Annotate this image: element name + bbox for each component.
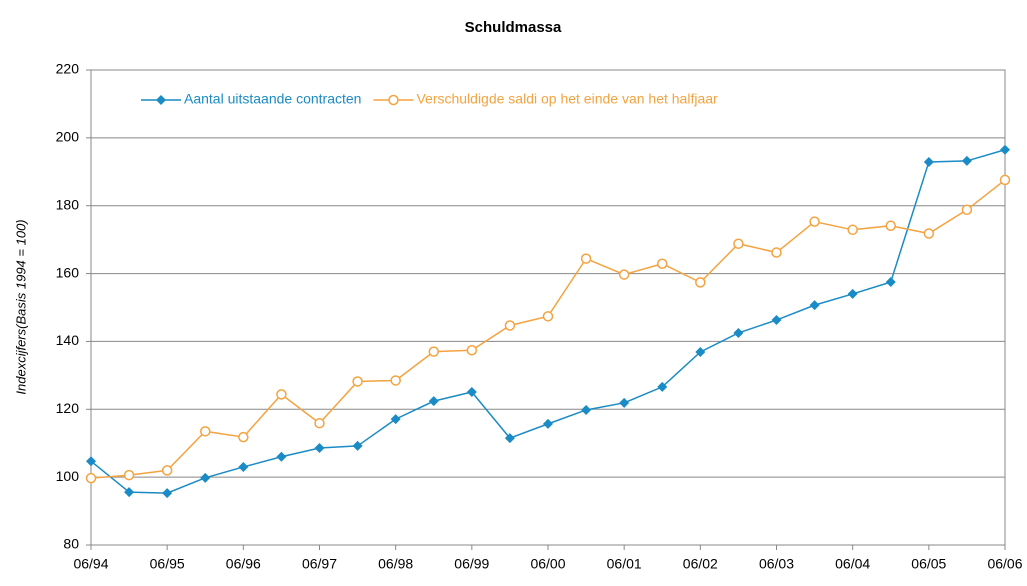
data-point [885,277,896,288]
y-tick-label: 180 [56,196,80,212]
data-point [428,396,439,407]
data-point [961,204,973,216]
series-line [90,179,1006,479]
x-tick-label: 06/01 [607,556,642,572]
data-point [885,220,896,231]
data-point [390,414,401,425]
data-point [390,375,401,386]
data-point [923,228,935,239]
data-point [695,346,706,357]
legend-label: Verschuldigde saldi op het einde van het… [416,91,718,107]
legend-item: Aantal uitstaande contracten [141,91,361,107]
data-point [657,258,668,269]
data-point [238,461,249,472]
data-point [466,386,477,397]
data-point [85,472,97,484]
data-point [809,300,820,311]
y-tick-label: 120 [56,400,80,416]
x-tick-label: 06/99 [454,556,489,572]
x-tick-label: 06/02 [683,556,718,572]
x-tick-label: 06/95 [150,556,185,572]
y-axis-label: Indexcijfers(Basis 1994 = 100) [13,219,28,394]
data-point [86,456,96,467]
data-point [200,426,211,437]
data-point [923,156,934,167]
legend-label: Aantal uitstaande contracten [184,91,361,107]
data-point [999,174,1011,186]
x-tick-label: 06/94 [73,556,108,572]
data-point [619,397,630,408]
x-tick-label: 06/06 [987,556,1022,572]
y-tick-label: 140 [56,332,80,348]
data-point [162,488,173,499]
data-point [123,469,135,481]
data-point [352,376,363,387]
data-point [352,440,363,451]
data-point [1000,144,1010,155]
data-point [771,247,782,258]
data-point [733,238,744,249]
series [85,174,1011,484]
x-tick-label: 06/00 [530,556,565,572]
data-point [466,345,478,356]
data-point [542,311,554,322]
data-point [428,346,439,357]
legend-marker [156,95,166,105]
series [86,144,1010,499]
x-tick-label: 06/98 [378,556,413,572]
data-point [618,269,630,280]
x-tick-label: 06/04 [835,556,870,572]
y-tick-label: 200 [56,129,80,145]
data-point [314,417,325,429]
y-tick-label: 160 [56,264,80,280]
data-point [961,155,972,166]
legend-marker [388,94,399,106]
legend-item: Verschuldigde saldi op het einde van het… [373,91,718,107]
data-point [657,381,668,392]
plot-area [90,69,1006,546]
data-point [581,404,592,415]
x-tick-label: 06/03 [759,556,794,572]
chart-title: Schuldmassa [465,19,562,36]
y-tick-label: 80 [63,536,79,552]
data-point [695,277,706,288]
data-point [276,451,287,462]
data-point [161,465,173,476]
data-point [504,433,515,444]
data-point [847,288,858,299]
data-point [733,327,744,338]
data-point [543,418,553,429]
x-tick-label: 06/05 [911,556,946,572]
data-point [580,253,592,264]
data-point [847,224,858,236]
data-point [124,487,135,498]
y-tick-label: 100 [56,468,80,484]
data-point [504,320,516,331]
data-point [276,389,287,400]
y-tick-label: 220 [56,61,80,77]
x-tick-label: 06/96 [226,556,261,572]
data-point [200,472,211,483]
x-tick-label: 06/97 [302,556,337,572]
data-point [809,216,820,227]
data-point [238,431,249,443]
data-point [314,442,325,453]
data-point [771,315,782,326]
